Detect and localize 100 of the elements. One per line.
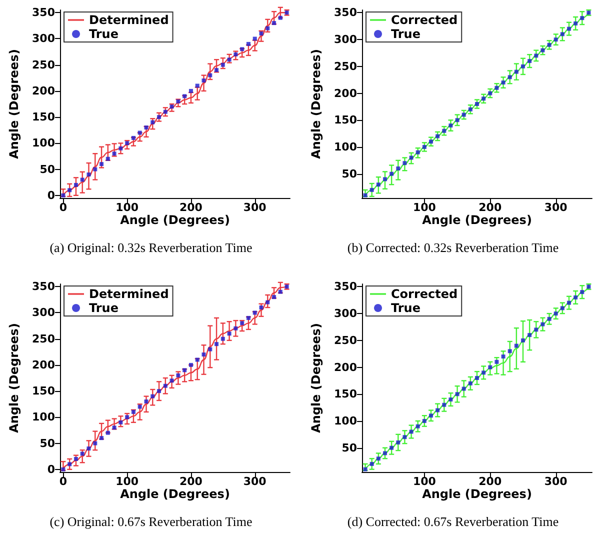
y-tick-label: 150 <box>32 110 56 124</box>
point <box>554 38 558 42</box>
point <box>170 378 174 383</box>
point <box>202 352 206 356</box>
point <box>68 462 72 466</box>
y-tick-label: 100 <box>32 136 56 150</box>
point <box>227 332 232 336</box>
legend-label: True <box>391 27 420 41</box>
point <box>501 80 506 85</box>
y-tick-label: 100 <box>334 414 358 428</box>
point <box>409 430 414 434</box>
text: (c) Original: 0.67s Reverberation Time <box>48 514 254 530</box>
y-tick-label: 350 <box>32 6 56 20</box>
point <box>150 394 155 398</box>
point <box>468 381 472 386</box>
y-tick-label: 250 <box>334 334 358 347</box>
y-tick-label: 50 <box>342 167 358 180</box>
y-tick-label: 300 <box>334 307 358 320</box>
x-tick-label: 100 <box>412 201 436 214</box>
point <box>508 75 512 80</box>
y-tick-label: 200 <box>32 84 56 98</box>
point <box>144 400 148 404</box>
point <box>580 290 584 294</box>
point <box>554 312 558 316</box>
y-tick-label: 250 <box>32 58 56 72</box>
x-tick-label: 300 <box>243 475 267 488</box>
point <box>482 370 486 375</box>
point <box>547 42 552 47</box>
point <box>86 446 91 450</box>
point <box>208 73 212 78</box>
point <box>462 386 466 391</box>
x-tick-label: 100 <box>116 201 139 214</box>
point <box>416 424 420 428</box>
point <box>93 167 98 172</box>
point <box>390 172 394 176</box>
point <box>508 349 512 354</box>
y-axis-title: Angle (Degrees) <box>7 323 21 433</box>
point <box>442 128 446 133</box>
point <box>383 177 387 182</box>
point <box>227 58 232 62</box>
point <box>521 338 525 342</box>
point <box>214 342 219 346</box>
point <box>266 26 270 30</box>
point <box>442 402 446 407</box>
y-axis-title: Angle (Degrees) <box>309 49 323 159</box>
y-axis-title: Angle (Degrees) <box>7 49 21 159</box>
point <box>528 333 532 338</box>
x-tick-label: 200 <box>478 201 502 214</box>
x-tick-label: 200 <box>179 475 203 488</box>
y-tick-label: 200 <box>32 358 56 372</box>
point <box>220 62 225 67</box>
point <box>422 144 426 149</box>
y-tick-label: 150 <box>334 388 358 401</box>
legend-label: True <box>391 301 420 315</box>
point <box>396 440 400 444</box>
point <box>455 118 460 122</box>
x-tick-label: 200 <box>478 475 502 488</box>
x-tick-label: 300 <box>544 475 568 488</box>
point <box>534 54 538 58</box>
point <box>475 376 479 380</box>
point <box>68 188 72 192</box>
point <box>567 300 571 305</box>
legend-label: Corrected <box>391 287 458 301</box>
y-tick-label: 150 <box>334 114 358 127</box>
y-tick-label: 150 <box>32 384 56 398</box>
point <box>80 178 84 182</box>
point <box>475 102 479 106</box>
point <box>376 182 380 187</box>
point <box>574 295 578 300</box>
legend-label: Determined <box>89 13 169 27</box>
point <box>176 99 180 104</box>
point <box>422 418 426 423</box>
point <box>448 397 453 402</box>
x-tick-label: 300 <box>544 201 568 214</box>
x-axis-title: Angle (Degrees) <box>422 487 532 501</box>
point <box>118 146 123 150</box>
point <box>396 166 400 170</box>
point <box>580 16 584 20</box>
point <box>448 123 453 128</box>
point <box>482 96 486 101</box>
x-tick-label: 300 <box>243 201 267 214</box>
point <box>528 59 532 64</box>
point <box>259 306 264 310</box>
point <box>93 441 98 446</box>
x-tick-label: 0 <box>59 475 68 488</box>
y-tick-label: 0 <box>47 462 56 476</box>
text: (d) Corrected: 0.67s Reverberation Time <box>346 514 560 530</box>
point <box>560 306 564 310</box>
point <box>560 32 564 36</box>
point <box>540 48 545 52</box>
y-tick-label: 300 <box>32 32 56 46</box>
point <box>501 354 506 359</box>
x-axis-title: Angle (Degrees) <box>422 213 532 227</box>
text: (b) Corrected: 0.32s Reverberation Time <box>346 240 560 256</box>
x-tick-label: 200 <box>179 201 203 214</box>
point <box>208 347 212 352</box>
point <box>429 414 433 418</box>
y-tick-label: 200 <box>334 86 358 100</box>
point <box>514 70 518 74</box>
text: (a) Original: 0.32s Reverberation Time <box>48 240 254 256</box>
